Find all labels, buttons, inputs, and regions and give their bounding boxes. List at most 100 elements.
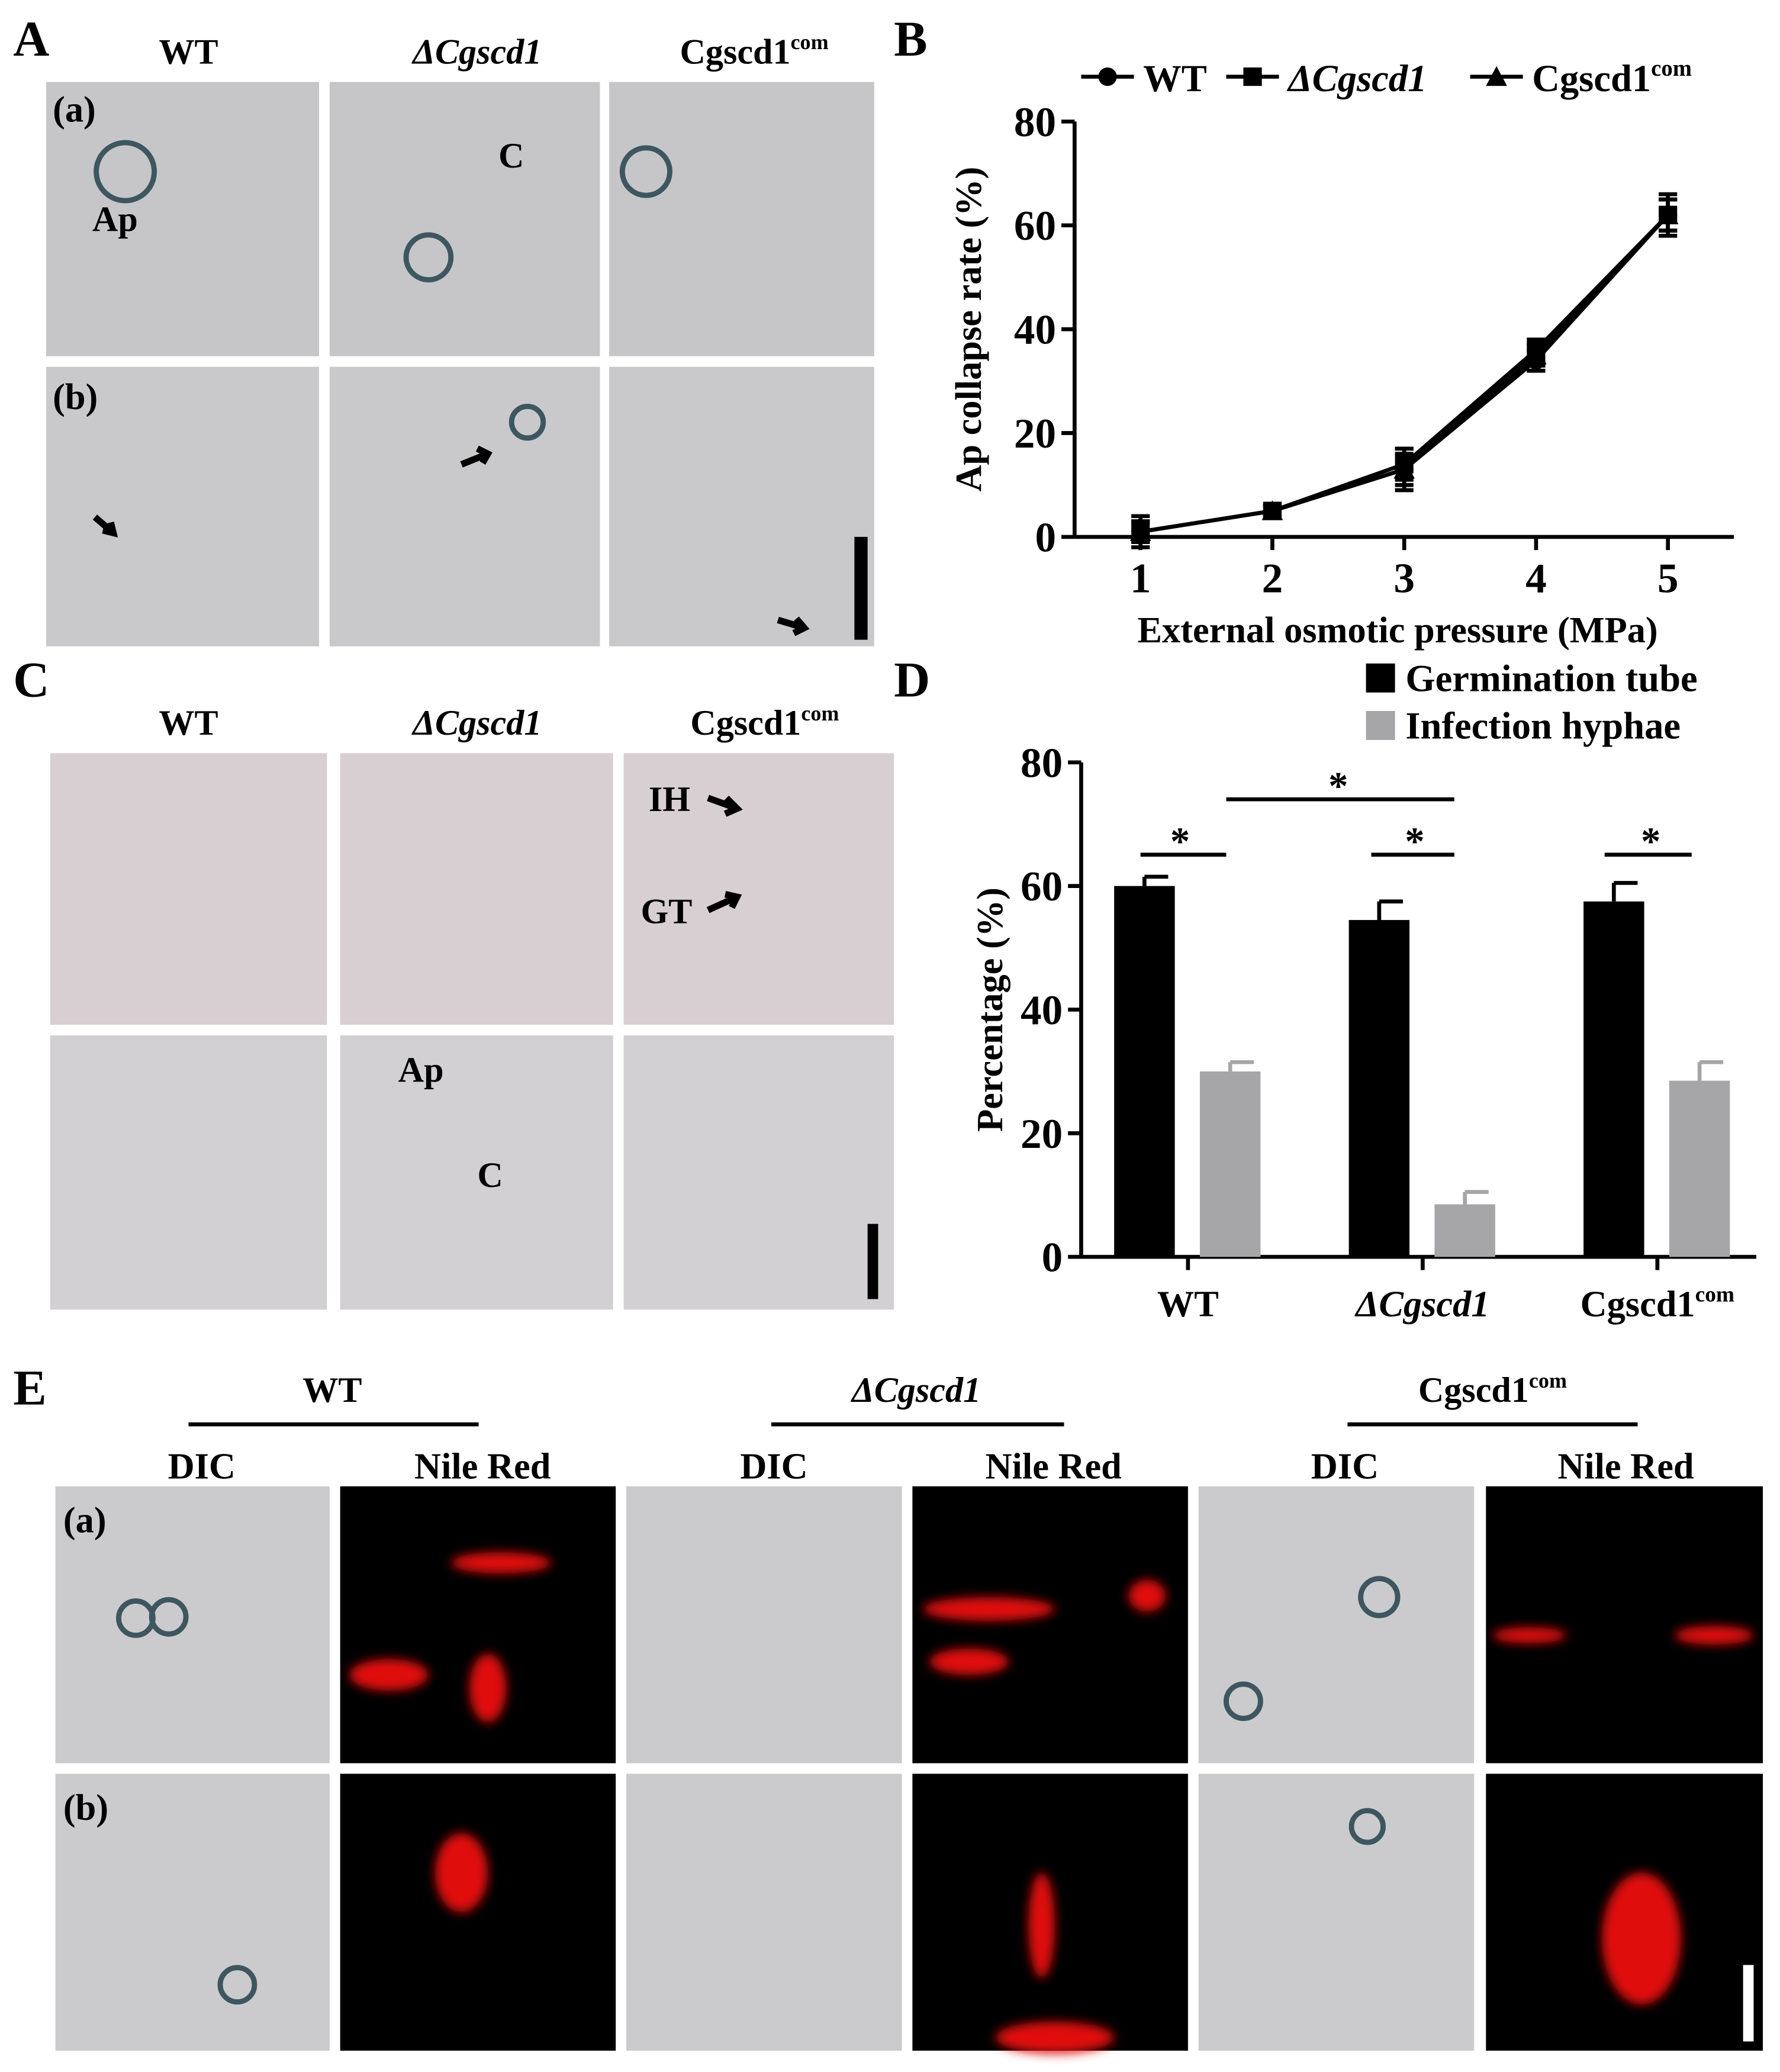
arrow — [706, 891, 742, 913]
column-header-text: WT — [302, 1370, 362, 1410]
micrograph — [340, 1486, 616, 1764]
scale-bar — [867, 1224, 878, 1299]
legend-label: ΔCgscd1 — [1286, 57, 1427, 99]
column-header: ΔCgscd1 — [851, 1370, 981, 1410]
legend-label-text: ΔCgscd1 — [1286, 57, 1427, 99]
column-header: Cgscd1com — [690, 702, 839, 743]
significance-star: * — [1405, 820, 1424, 864]
x-tick-label: ΔCgscd1 — [1354, 1283, 1489, 1324]
photo-panels — [46, 82, 1763, 2054]
micrograph — [623, 1035, 894, 1310]
legend-marker — [1243, 67, 1262, 86]
column-header-text: WT — [159, 703, 218, 743]
micrograph — [340, 753, 613, 1025]
micrograph — [623, 753, 894, 1025]
arrow — [707, 794, 743, 817]
column-header: WT — [159, 32, 218, 72]
cell — [403, 232, 454, 283]
annotation: Ap — [398, 1050, 444, 1090]
fluorescence — [1492, 1627, 1567, 1643]
channel-header: DIC — [1311, 1446, 1379, 1487]
column-header-text: Cgscd1 — [1418, 1370, 1529, 1410]
x-tick-label-text: Cgscd1 — [1581, 1283, 1695, 1324]
micrograph — [609, 82, 874, 356]
cell — [217, 1965, 257, 2005]
point — [1657, 204, 1679, 224]
bar — [1199, 1071, 1261, 1257]
cell — [1358, 1576, 1401, 1619]
fluorescence — [1128, 1579, 1166, 1612]
annotation: C — [477, 1156, 503, 1195]
legend-swatch — [1366, 710, 1395, 740]
legend-marker — [1486, 66, 1507, 86]
point — [1129, 521, 1151, 541]
column-header-text: Cgscd1 — [680, 32, 790, 72]
micrograph — [340, 1774, 616, 2051]
annotation: IH — [649, 780, 690, 819]
annotation: C — [498, 136, 524, 176]
legend-label: Germination tube — [1405, 657, 1697, 700]
micrograph — [609, 366, 874, 646]
micrograph — [340, 1035, 613, 1310]
column-header: Cgscd1com — [680, 30, 828, 72]
row-label: (a) — [53, 89, 96, 130]
row-label: (b) — [53, 377, 98, 417]
channel-header: DIC — [740, 1446, 807, 1487]
micrograph — [329, 366, 600, 646]
error-bar — [1377, 899, 1403, 921]
bar — [1583, 901, 1644, 1257]
cell — [1348, 1808, 1386, 1845]
row-label: (a) — [63, 1500, 107, 1541]
bar — [1669, 1080, 1730, 1257]
fluorescence — [349, 1659, 429, 1691]
x-tick-label: WT — [1157, 1283, 1219, 1324]
column-header-text: ΔCgscd1 — [851, 1370, 981, 1410]
x-tick-label: 4 — [1525, 555, 1547, 601]
column-header: ΔCgscd1 — [411, 703, 542, 743]
row-label: (b) — [63, 1787, 108, 1828]
fluorescence — [450, 1552, 552, 1574]
fluorescence — [469, 1653, 507, 1723]
error-bar — [1142, 874, 1169, 886]
x-tick-label-sup: com — [1695, 1282, 1734, 1307]
column-header: Cgscd1com — [1418, 1369, 1567, 1410]
column-header-text: ΔCgscd1 — [411, 32, 542, 72]
column-header: WT — [159, 703, 218, 743]
scale-bar — [854, 536, 868, 640]
column-header-sup: com — [791, 30, 829, 54]
channel-header: Nile Red — [986, 1446, 1122, 1487]
y-tick-label: 20 — [1021, 1111, 1063, 1157]
y-axis-title: Ap collapse rate (%) — [948, 167, 989, 492]
micrograph — [1198, 1774, 1475, 2051]
legend-label-text: Cgscd1 — [1532, 57, 1651, 99]
scale-bar — [1743, 1965, 1754, 2042]
cell — [116, 1598, 156, 1638]
micrograph — [50, 1035, 327, 1310]
annotation: Ap — [92, 200, 138, 239]
y-tick-label: 0 — [1035, 514, 1057, 561]
panel-label: E — [13, 1361, 46, 1416]
point — [1261, 500, 1283, 520]
error-bar — [1463, 1190, 1489, 1205]
y-tick-label: 40 — [1021, 987, 1063, 1034]
point — [1393, 459, 1415, 479]
x-tick-label-text: WT — [1157, 1283, 1219, 1324]
y-tick-label: 20 — [1014, 410, 1056, 457]
arrow — [777, 616, 810, 636]
y-tick-label: 60 — [1014, 202, 1056, 249]
column-header-text: WT — [159, 32, 218, 72]
cell — [619, 145, 672, 198]
x-axis-title: External osmotic pressure (MPa) — [1137, 610, 1657, 651]
cell — [1224, 1681, 1263, 1722]
cell — [94, 140, 157, 204]
column-header: ΔCgscd1 — [411, 32, 542, 72]
significance-star: * — [1170, 820, 1190, 864]
fluorescence — [1674, 1626, 1754, 1645]
fluorescence — [435, 1833, 488, 1913]
significance-star: * — [1328, 764, 1348, 808]
bar — [1114, 886, 1175, 1257]
bar — [1348, 920, 1410, 1257]
legend-label: Infection hyphae — [1405, 704, 1681, 747]
x-tick-label: 1 — [1130, 555, 1151, 601]
column-header-sup: com — [801, 702, 839, 725]
